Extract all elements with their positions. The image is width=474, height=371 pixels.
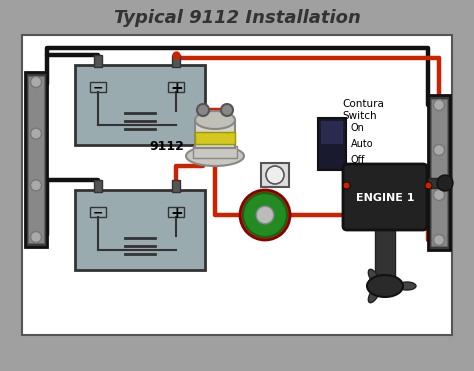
Bar	[168, 82, 184, 92]
Bar	[431, 99, 447, 246]
Bar	[75, 65, 205, 145]
Bar	[415, 178, 445, 188]
Circle shape	[243, 193, 287, 237]
Circle shape	[30, 76, 42, 88]
Text: Switch: Switch	[342, 111, 377, 121]
Bar	[91, 207, 106, 217]
Circle shape	[437, 175, 453, 191]
Bar	[91, 82, 106, 92]
Circle shape	[30, 232, 42, 243]
Text: −: −	[93, 207, 104, 220]
Text: +: +	[170, 206, 183, 221]
Ellipse shape	[368, 269, 380, 285]
Bar	[173, 55, 181, 67]
Bar	[25, 72, 47, 247]
Circle shape	[434, 99, 445, 111]
Circle shape	[240, 190, 290, 240]
Bar	[195, 132, 235, 144]
Circle shape	[434, 190, 445, 200]
Text: ENGINE 1: ENGINE 1	[356, 193, 414, 203]
Ellipse shape	[368, 287, 380, 303]
Ellipse shape	[186, 146, 244, 166]
Circle shape	[30, 180, 42, 191]
Bar	[75, 190, 205, 270]
Ellipse shape	[195, 111, 235, 129]
Bar	[193, 146, 237, 158]
Circle shape	[266, 166, 284, 184]
Text: Off: Off	[351, 155, 365, 165]
Text: Contura: Contura	[342, 99, 384, 109]
Bar	[428, 95, 450, 250]
Bar	[28, 76, 44, 243]
Circle shape	[434, 234, 445, 246]
Circle shape	[197, 104, 209, 116]
Bar	[22, 35, 452, 335]
Bar	[94, 180, 102, 192]
Ellipse shape	[367, 275, 403, 297]
Bar	[173, 180, 181, 192]
Text: On: On	[351, 123, 365, 133]
Circle shape	[256, 206, 274, 224]
Bar	[375, 223, 395, 283]
Text: 9112: 9112	[150, 139, 184, 152]
Bar	[318, 118, 346, 170]
FancyBboxPatch shape	[343, 164, 427, 230]
Text: +: +	[170, 81, 183, 96]
Circle shape	[30, 128, 42, 139]
Bar	[94, 55, 102, 67]
Text: Typical 9112 Installation: Typical 9112 Installation	[114, 9, 360, 27]
Text: Auto: Auto	[351, 139, 374, 149]
Bar	[168, 207, 184, 217]
Circle shape	[221, 104, 233, 116]
Ellipse shape	[398, 282, 416, 290]
Bar	[195, 120, 235, 148]
Bar	[261, 163, 289, 187]
Circle shape	[434, 144, 445, 155]
Text: −: −	[93, 82, 104, 95]
Bar	[321, 121, 343, 144]
